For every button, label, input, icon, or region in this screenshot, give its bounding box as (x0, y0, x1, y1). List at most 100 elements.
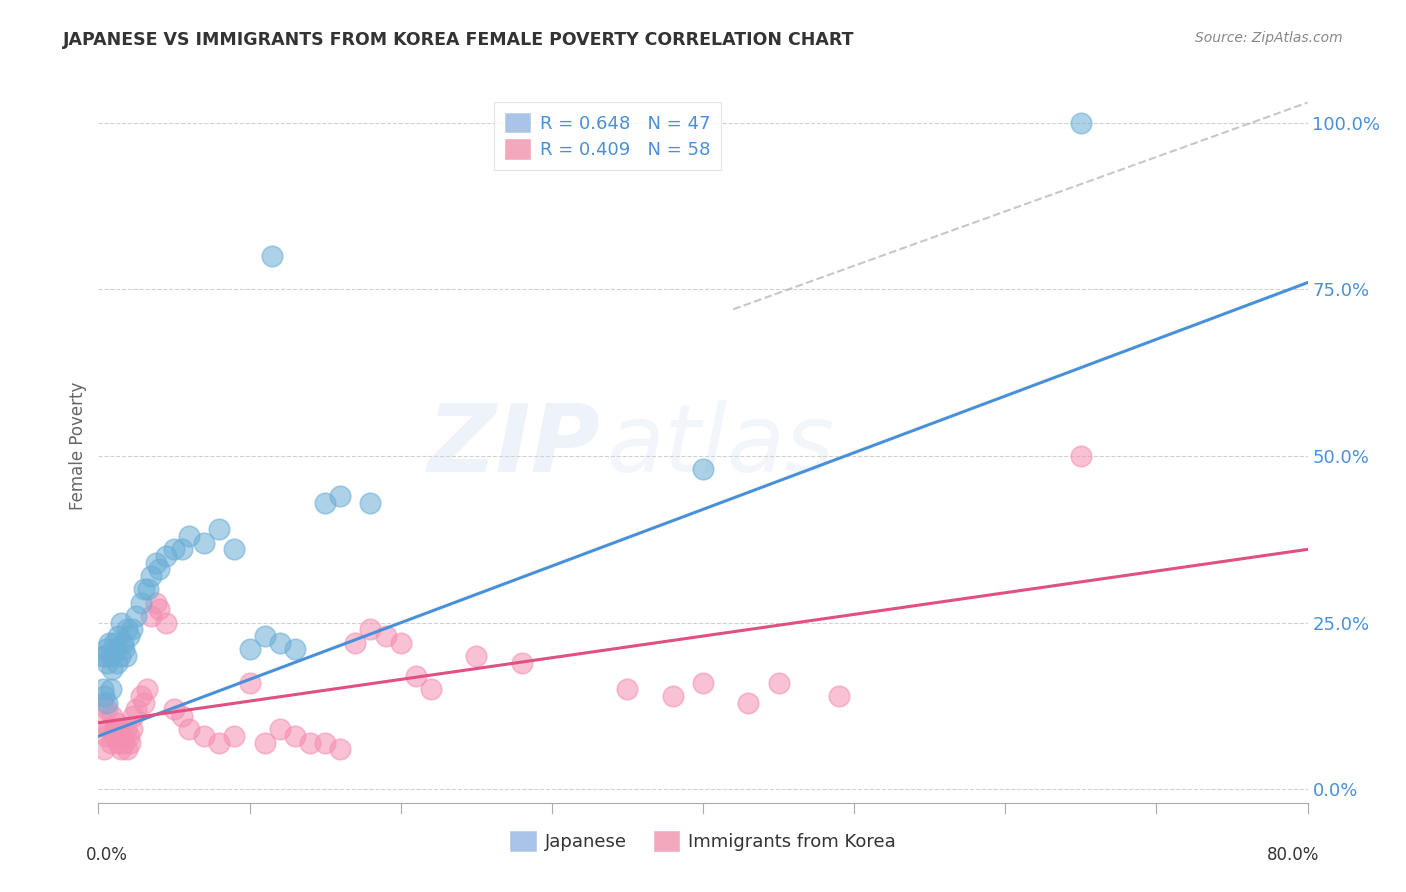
Point (93, 742, 115, 756)
Point (239, 675, 262, 690)
Point (96, 702, 118, 716)
Point (104, 723, 127, 737)
Point (108, 723, 131, 737)
Point (103, 636, 125, 650)
Point (103, 729, 125, 743)
Text: JAPANESE VS IMMIGRANTS FROM KOREA FEMALE POVERTY CORRELATION CHART: JAPANESE VS IMMIGRANTS FROM KOREA FEMALE… (63, 31, 855, 49)
Point (170, 542, 193, 557)
Point (100, 649, 122, 664)
Point (465, 649, 488, 664)
Point (100, 682, 122, 697)
Point (155, 615, 177, 630)
Point (145, 556, 167, 570)
Text: 80.0%: 80.0% (1267, 846, 1320, 863)
Y-axis label: Female Poverty: Female Poverty (69, 382, 87, 510)
Point (224, 729, 246, 743)
Point (314, 496, 336, 510)
Point (108, 649, 131, 664)
Point (284, 642, 307, 657)
Point (208, 522, 231, 536)
Point (96, 656, 118, 670)
Point (145, 596, 167, 610)
Point (262, 249, 284, 263)
Point (405, 669, 427, 683)
Point (111, 636, 134, 650)
Point (100, 736, 122, 750)
Point (329, 742, 352, 756)
Point (768, 675, 790, 690)
Point (129, 596, 152, 610)
Point (163, 702, 186, 716)
Point (93, 715, 115, 730)
Point (314, 736, 336, 750)
Text: ZIP: ZIP (427, 400, 600, 492)
Point (148, 562, 170, 576)
Point (101, 662, 124, 676)
Point (93, 649, 115, 664)
Point (141, 569, 163, 583)
Point (616, 682, 638, 697)
Point (193, 535, 215, 549)
Point (510, 656, 533, 670)
Point (141, 609, 163, 624)
Point (344, 636, 367, 650)
Legend: Japanese, Immigrants from Korea: Japanese, Immigrants from Korea (503, 823, 903, 858)
Point (98, 723, 121, 737)
Point (1070, 115, 1092, 129)
Point (239, 642, 262, 657)
Point (193, 729, 215, 743)
Point (125, 609, 148, 624)
Point (132, 696, 155, 710)
Point (94, 729, 117, 743)
Point (208, 736, 231, 750)
Point (118, 729, 141, 743)
Point (111, 729, 134, 743)
Text: atlas: atlas (606, 401, 835, 491)
Point (93, 689, 115, 703)
Point (420, 682, 443, 697)
Point (253, 629, 276, 643)
Point (96, 696, 118, 710)
Point (122, 709, 145, 723)
Point (269, 636, 291, 650)
Point (135, 682, 157, 697)
Point (737, 696, 759, 710)
Point (110, 742, 132, 756)
Point (121, 723, 143, 737)
Point (94, 642, 117, 657)
Point (129, 689, 152, 703)
Point (360, 623, 382, 637)
Point (112, 642, 135, 657)
Point (120, 736, 142, 750)
Point (110, 615, 132, 630)
Point (148, 602, 170, 616)
Point (91, 649, 114, 664)
Point (224, 542, 246, 557)
Point (253, 736, 276, 750)
Point (284, 729, 307, 743)
Point (374, 629, 396, 643)
Point (661, 689, 683, 703)
Point (105, 715, 128, 730)
Point (105, 656, 128, 670)
Point (125, 702, 148, 716)
Point (91, 696, 114, 710)
Point (179, 723, 201, 737)
Point (163, 542, 186, 557)
Point (114, 723, 136, 737)
Point (170, 709, 193, 723)
Point (828, 689, 851, 703)
Point (115, 623, 138, 637)
Point (329, 489, 352, 503)
Point (269, 723, 291, 737)
Point (389, 636, 412, 650)
Point (101, 709, 124, 723)
Point (98, 636, 121, 650)
Point (692, 675, 714, 690)
Point (107, 736, 129, 750)
Point (91, 682, 114, 697)
Point (104, 642, 127, 657)
Point (155, 549, 177, 563)
Point (1070, 449, 1092, 463)
Text: 0.0%: 0.0% (86, 846, 128, 863)
